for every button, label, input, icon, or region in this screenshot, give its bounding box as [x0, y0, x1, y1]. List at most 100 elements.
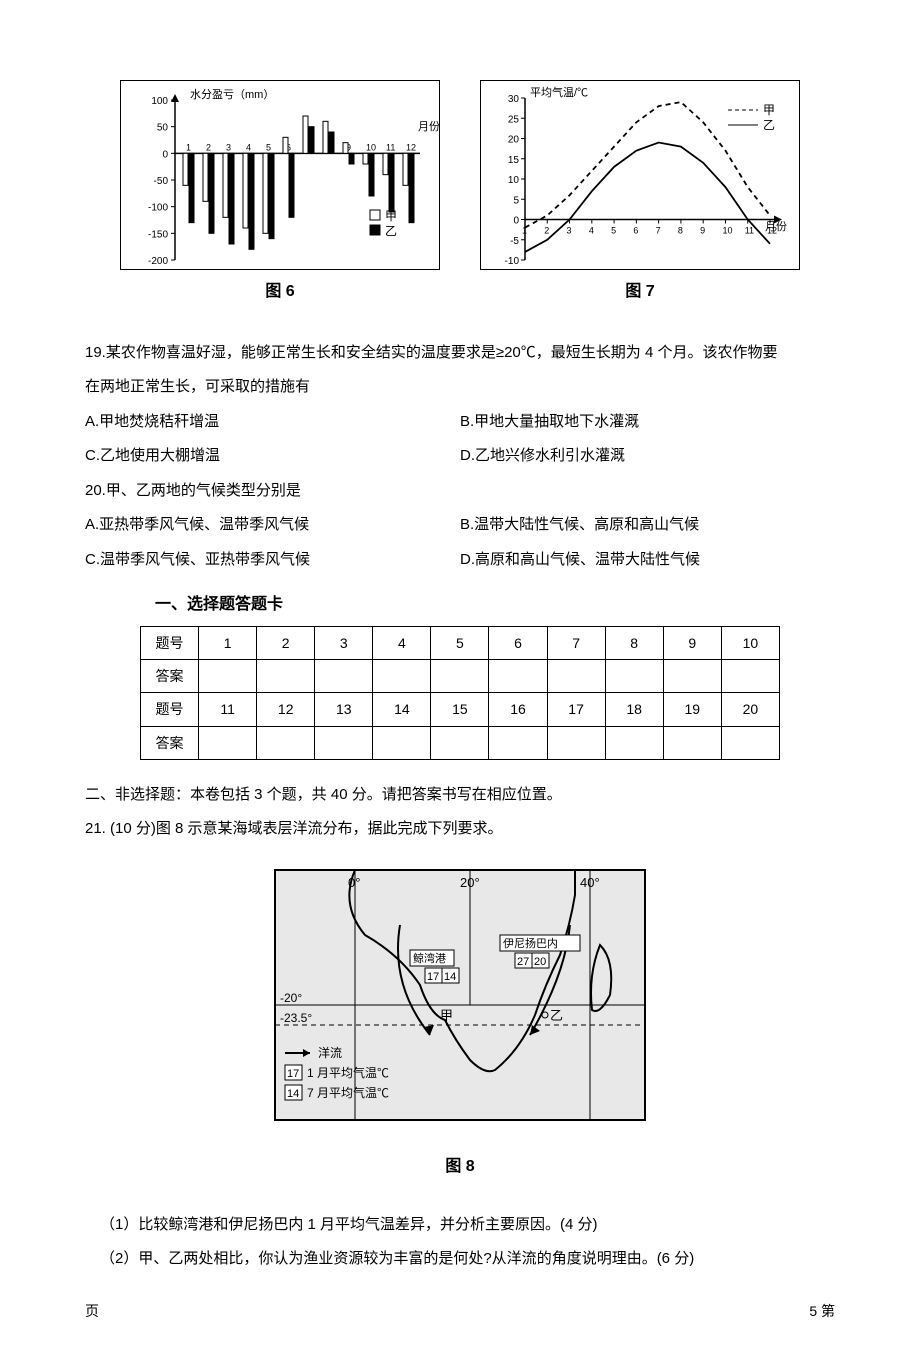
figure-6-caption: 图 6	[120, 274, 440, 311]
ac-num-cell: 17	[547, 693, 605, 726]
svg-text:4: 4	[246, 142, 251, 152]
ac-ans-cell	[257, 660, 315, 693]
ac-num-cell: 15	[431, 693, 489, 726]
ac-num-cell: 18	[605, 693, 663, 726]
svg-text:11: 11	[745, 226, 754, 236]
ac-num-cell: 14	[373, 693, 431, 726]
svg-text:-200: -200	[148, 256, 168, 267]
q19-opt-b: B.甲地大量抽取地下水灌溉	[460, 405, 835, 440]
ac-ans-cell	[257, 726, 315, 759]
ac-ans-cell	[199, 660, 257, 693]
figure-7-svg: 302520151050-5-10123456789101112 甲 乙 平均气…	[480, 80, 800, 270]
answer-card-table: 题号12345678910 答案 题号11121314151617181920 …	[140, 626, 780, 760]
svg-text:100: 100	[151, 96, 168, 107]
fig8-lon-20: 20°	[460, 875, 480, 890]
ac-ans-cell	[721, 726, 779, 759]
fig7-ylabel: 平均气温/℃	[530, 85, 588, 99]
q20-opt-b: B.温带大陆性气候、高原和高山气候	[460, 508, 835, 543]
ac-ans-cell	[489, 660, 547, 693]
q21-sub1: （1）比较鲸湾港和伊尼扬巴内 1 月平均气温差异，并分析主要原因。(4 分)	[85, 1208, 835, 1243]
fig8-pt-a: 甲	[440, 1008, 453, 1023]
svg-text:4: 4	[589, 226, 594, 236]
svg-text:25: 25	[508, 114, 520, 125]
svg-text:17: 17	[287, 1068, 299, 1080]
fig8-pt-b: 乙	[550, 1008, 563, 1023]
ac-ans-cell	[663, 660, 721, 693]
q21-sub2: （2）甲、乙两处相比，你认为渔业资源较为丰富的是何处?从洋流的角度说明理由。(6…	[85, 1242, 835, 1277]
ac-num-cell: 9	[663, 627, 721, 660]
footer-left: 页	[85, 1295, 99, 1327]
q21-stem: 21. (10 分)图 8 示意某海域表层洋流分布，据此完成下列要求。	[85, 812, 835, 847]
ac-num-cell: 19	[663, 693, 721, 726]
svg-text:50: 50	[157, 123, 169, 134]
q19-stem-2: 在两地正常生长，可采取的措施有	[85, 370, 835, 405]
svg-text:8: 8	[678, 226, 683, 236]
figure-7: 302520151050-5-10123456789101112 甲 乙 平均气…	[480, 80, 800, 311]
svg-text:1: 1	[186, 142, 191, 152]
svg-text:14: 14	[287, 1088, 299, 1100]
ac-num-label-2: 题号	[141, 693, 199, 726]
q20-options-row1: A.亚热带季风气候、温带季风气候 B.温带大陆性气候、高原和高山气候	[85, 508, 835, 543]
figure-7-caption: 图 7	[480, 274, 800, 311]
ac-ans-cell	[547, 660, 605, 693]
ac-ans-label-2: 答案	[141, 726, 199, 759]
ac-num-cell: 5	[431, 627, 489, 660]
ac-ans-cell	[431, 660, 489, 693]
ac-ans-cell	[431, 726, 489, 759]
svg-text:30: 30	[508, 94, 520, 105]
svg-text:15: 15	[508, 155, 520, 166]
svg-text:7: 7	[656, 226, 661, 236]
ac-num-cell: 2	[257, 627, 315, 660]
ac-ans-cell	[489, 726, 547, 759]
fig8-port-a: 鲸湾港	[413, 951, 446, 965]
fig8-lon-40: 40°	[580, 875, 600, 890]
svg-text:10: 10	[508, 175, 520, 186]
svg-text:0: 0	[162, 149, 168, 160]
svg-text:20: 20	[508, 135, 520, 146]
fig8-port-b: 伊尼扬巴内	[503, 936, 558, 950]
fig8-legend-jul: 7 月平均气温℃	[307, 1085, 389, 1100]
svg-text:9: 9	[700, 226, 705, 236]
svg-text:-50: -50	[154, 176, 169, 187]
svg-text:-5: -5	[510, 236, 519, 247]
q19-stem-1: 19.某农作物喜温好湿，能够正常生长和安全结实的温度要求是≥20℃，最短生长期为…	[85, 336, 835, 371]
fig8-port-a-jan: 17	[427, 971, 439, 983]
q19-options-row2: C.乙地使用大棚增温 D.乙地兴修水利引水灌溉	[85, 439, 835, 474]
q20-opt-d: D.高原和高山气候、温带大陆性气候	[460, 543, 835, 578]
q19-opt-d: D.乙地兴修水利引水灌溉	[460, 439, 835, 474]
fig6-xunit: 月份	[418, 120, 440, 133]
ac-ans-cell	[315, 726, 373, 759]
ac-num-cell: 7	[547, 627, 605, 660]
q20-opt-a: A.亚热带季风气候、温带季风气候	[85, 508, 460, 543]
ac-num-cell: 3	[315, 627, 373, 660]
fig7-legend-a: 甲	[763, 103, 775, 117]
fig8-lat-20: -20°	[280, 991, 302, 1005]
ac-num-cell: 6	[489, 627, 547, 660]
page-footer: 页 5 第	[85, 1295, 835, 1327]
ac-num-cell: 11	[199, 693, 257, 726]
ac-ans-cell	[373, 660, 431, 693]
fig8-legend-jan: 1 月平均气温℃	[307, 1065, 389, 1080]
ac-num-cell: 8	[605, 627, 663, 660]
svg-text:3: 3	[567, 226, 572, 236]
figure-8: 0° 20° 40° -20° -23.5° 鲸湾港 17 14 伊尼扬巴内 2…	[85, 865, 835, 1186]
fig6-legend-b: 乙	[385, 224, 397, 238]
q20-options-row2: C.温带季风气候、亚热带季风气候 D.高原和高山气候、温带大陆性气候	[85, 543, 835, 578]
svg-text:-10: -10	[505, 256, 520, 267]
svg-text:0: 0	[513, 216, 519, 227]
svg-text:12: 12	[406, 142, 416, 152]
ac-num-cell: 1	[199, 627, 257, 660]
svg-text:-100: -100	[148, 203, 168, 214]
svg-text:5: 5	[611, 226, 616, 236]
svg-text:3: 3	[226, 142, 231, 152]
figure-8-caption: 图 8	[85, 1149, 835, 1186]
ac-ans-cell	[547, 726, 605, 759]
section2-intro: 二、非选择题：本卷包括 3 个题，共 40 分。请把答案书写在相应位置。	[85, 778, 835, 813]
ac-num-cell: 12	[257, 693, 315, 726]
ac-num-cell: 20	[721, 693, 779, 726]
ac-ans-cell	[663, 726, 721, 759]
svg-text:6: 6	[633, 226, 638, 236]
ac-num-cell: 13	[315, 693, 373, 726]
q19-opt-c: C.乙地使用大棚增温	[85, 439, 460, 474]
svg-text:2: 2	[544, 226, 549, 236]
